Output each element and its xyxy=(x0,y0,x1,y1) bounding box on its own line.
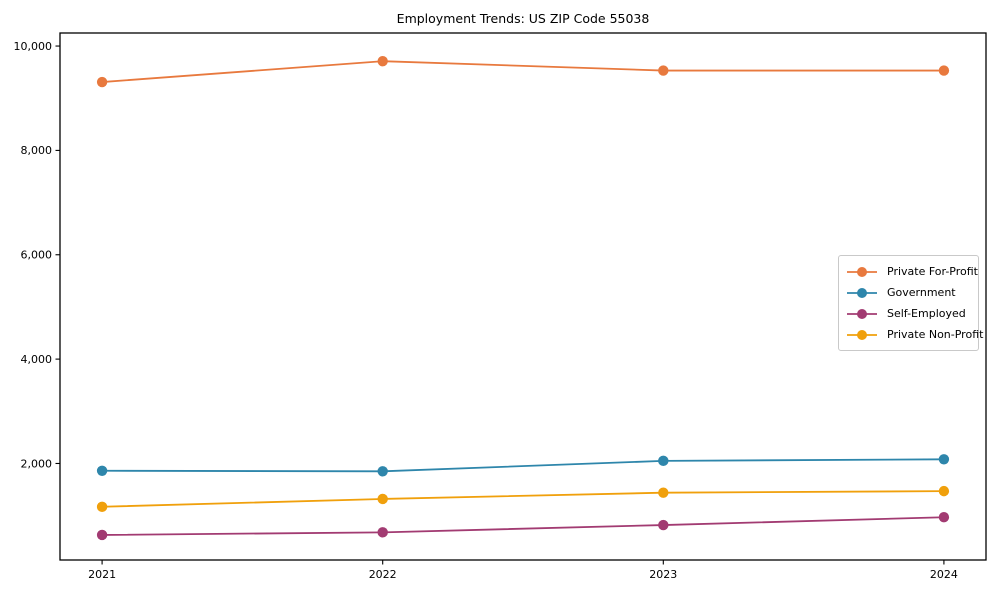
legend-label: Government xyxy=(887,286,956,299)
data-point-self-employed xyxy=(377,527,388,538)
data-point-government xyxy=(658,455,669,467)
legend-item-self-employed: Self-Employed xyxy=(846,303,972,324)
data-point-private-for-profit xyxy=(658,65,669,76)
axes-frame xyxy=(59,32,987,561)
data-point-government xyxy=(377,466,388,477)
series-line-private-for-profit xyxy=(102,60,944,83)
series-line-government xyxy=(102,458,944,473)
legend-line-marker-icon xyxy=(847,329,877,340)
y-tick-label: 2,000 xyxy=(21,457,53,470)
legend-label: Self-Employed xyxy=(887,307,966,320)
legend-item-private-non-profit: Private Non-Profit xyxy=(846,324,983,345)
data-point-government xyxy=(96,465,108,476)
data-point-private-non-profit xyxy=(658,487,669,498)
data-point-private-non-profit xyxy=(938,485,950,497)
legend-label: Private For-Profit xyxy=(887,265,978,278)
legend-item-private-for-profit: Private For-Profit xyxy=(846,261,978,282)
data-point-self-employed xyxy=(658,519,669,531)
data-point-government xyxy=(938,454,950,465)
data-point-private-non-profit xyxy=(377,493,388,505)
y-tick-label: 10,000 xyxy=(14,40,53,53)
legend: Private For-Profit Government Self-Employe… xyxy=(838,255,983,351)
legend-line-marker-icon xyxy=(847,308,877,319)
chart-title: Employment Trends: US ZIP Code 55038 xyxy=(396,11,650,26)
x-tick-label: 2024 xyxy=(930,568,958,581)
data-point-private-for-profit xyxy=(96,76,108,88)
data-point-private-for-profit xyxy=(377,55,388,67)
series-line-private-non-profit xyxy=(102,490,944,508)
x-tick-label: 2022 xyxy=(369,568,397,581)
x-tick-label: 2023 xyxy=(649,568,677,581)
legend-line-marker-icon xyxy=(847,266,877,277)
series-line-self-employed xyxy=(102,516,944,536)
data-point-private-for-profit xyxy=(938,65,950,76)
x-tick-label: 2021 xyxy=(88,568,116,581)
legend-item-government: Government xyxy=(846,282,972,303)
y-tick-label: 6,000 xyxy=(21,249,53,262)
legend-label: Private Non-Profit xyxy=(887,328,984,341)
y-tick-label: 4,000 xyxy=(21,353,53,366)
data-point-self-employed xyxy=(96,529,108,541)
data-point-private-non-profit xyxy=(96,501,108,512)
legend-line-marker-icon xyxy=(847,287,877,298)
y-tick-label: 8,000 xyxy=(21,144,53,157)
data-point-self-employed xyxy=(938,512,950,523)
